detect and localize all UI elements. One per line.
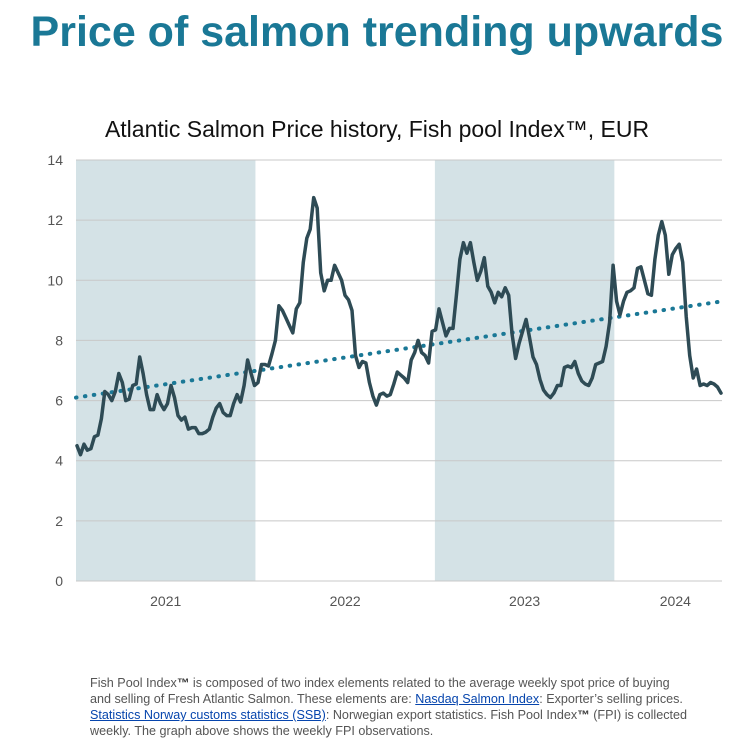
plot-lines	[74, 195, 724, 457]
footnote-text-5: (FPI) is collected weekly. The graph abo…	[90, 708, 688, 738]
y-axis-ticks: 0 2 4 6 8 10 12 14	[47, 152, 63, 589]
ssb-statistics-link[interactable]: Statistics Norway customs statistics (SS…	[90, 708, 326, 722]
y-tick-label-12: 12	[47, 212, 63, 228]
footnote-text-2: is composed of two index elements relate…	[90, 676, 670, 706]
gridlines	[76, 159, 722, 582]
chart-title: Atlantic Salmon Price history, Fish pool…	[104, 116, 650, 142]
footnote-text-4: : Norwegian export statistics. Fish Pool…	[325, 708, 578, 722]
y-tick-label-8: 8	[55, 332, 63, 348]
shaded-year-bands	[76, 160, 615, 581]
x-tick-label-2022: 2022	[330, 593, 361, 609]
y-tick-label-2: 2	[55, 513, 63, 529]
y-tick-label-6: 6	[55, 393, 63, 409]
shaded-band-1	[434, 160, 615, 581]
salmon-price-chart: 0 2 4 6 8 10 12 14 2021 2022 2023 2024	[47, 152, 724, 609]
footnote-text-1: Fish Pool Index	[90, 676, 177, 690]
shaded-band-0	[76, 160, 256, 581]
page-headline: Price of salmon trending upwards	[30, 8, 724, 56]
y-tick-label-4: 4	[55, 453, 63, 469]
y-tick-label-0: 0	[55, 573, 63, 589]
x-tick-label-2024: 2024	[660, 593, 691, 609]
footnote: Fish Pool Index™ is composed of two inde…	[90, 675, 690, 739]
x-tick-label-2021: 2021	[150, 593, 181, 609]
trademark-mark-2: ™	[577, 708, 590, 722]
x-tick-label-2023: 2023	[509, 593, 540, 609]
trend-line	[74, 299, 724, 400]
y-tick-label-10: 10	[47, 272, 63, 288]
trademark-mark: ™	[176, 676, 190, 690]
footnote-text-3: : Exporter’s selling prices.	[539, 692, 683, 706]
y-tick-label-14: 14	[47, 152, 63, 168]
series-line-0	[75, 195, 723, 457]
x-axis-year-labels: 2021 2022 2023 2024	[150, 593, 691, 609]
nasdaq-salmon-index-link[interactable]: Nasdaq Salmon Index	[415, 692, 540, 706]
